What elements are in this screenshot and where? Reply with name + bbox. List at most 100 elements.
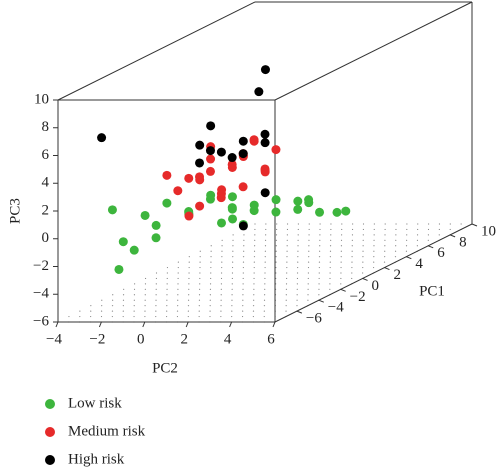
floor-dot xyxy=(231,283,233,285)
floor-dot xyxy=(209,310,211,312)
floor-dot xyxy=(254,245,256,247)
floor-dot xyxy=(177,294,179,296)
x-tick-label: −2 xyxy=(350,289,366,305)
floor-dot xyxy=(188,256,190,258)
floor-dot xyxy=(373,245,375,247)
x-tick xyxy=(449,234,456,238)
floor-dot xyxy=(395,223,397,225)
floor-dot xyxy=(242,277,244,280)
floor-dot xyxy=(264,245,267,247)
point xyxy=(315,207,325,217)
floor-dot xyxy=(252,315,254,318)
floor-dot xyxy=(308,245,310,247)
floor-dot xyxy=(243,239,245,241)
point xyxy=(271,195,281,205)
floor-dot xyxy=(166,310,168,312)
x-tick-label: 2 xyxy=(393,267,401,283)
y-tick xyxy=(185,321,189,328)
floor-dot xyxy=(330,223,332,225)
floor-dot xyxy=(449,223,451,225)
floor-dot xyxy=(286,245,288,247)
floor-dot xyxy=(329,283,331,285)
floor-dot xyxy=(373,239,375,241)
floor-dot xyxy=(177,266,179,269)
floor-dot xyxy=(297,234,299,236)
point xyxy=(129,245,139,255)
floor-dot xyxy=(231,305,233,307)
floor-dot xyxy=(220,288,222,290)
x-tick-label: 0 xyxy=(372,278,380,294)
point xyxy=(271,145,281,155)
floor-dot xyxy=(144,277,147,280)
legend-label: High risk xyxy=(68,451,125,467)
floor-dot xyxy=(405,245,408,247)
point xyxy=(184,173,194,183)
floor-dot xyxy=(254,228,256,231)
floor-dot xyxy=(275,272,277,274)
point xyxy=(217,218,227,228)
floor-dot xyxy=(308,223,310,225)
z-tick-label: 4 xyxy=(42,175,50,191)
floor-dot xyxy=(165,315,168,318)
floor-dot xyxy=(231,266,234,269)
floor-dot xyxy=(285,294,287,296)
floor-dot xyxy=(362,223,365,225)
floor-dot xyxy=(308,256,310,258)
point xyxy=(260,167,270,177)
floor-dot xyxy=(144,310,146,312)
floor-dot xyxy=(166,266,169,269)
floor-dot xyxy=(297,256,299,258)
floor-dot xyxy=(351,266,353,269)
y-tick-label: −4 xyxy=(46,331,62,347)
point xyxy=(238,136,248,146)
floor-dot xyxy=(187,315,189,318)
floor-dot xyxy=(330,239,332,241)
x-tick xyxy=(384,267,390,271)
x-tick-label: 10 xyxy=(481,223,496,239)
floor-dot xyxy=(307,277,309,280)
floor-dot xyxy=(285,305,287,307)
floor-dot xyxy=(438,223,441,225)
floor-dot xyxy=(307,294,309,296)
floor-dot xyxy=(199,277,201,280)
legend-label: Low risk xyxy=(68,395,122,411)
floor-dot xyxy=(341,223,343,225)
floor-dot xyxy=(362,239,364,241)
point xyxy=(293,204,303,214)
floor-dot xyxy=(286,256,288,258)
floor-dot xyxy=(231,315,233,318)
floor-dot xyxy=(341,234,343,236)
floor-dot xyxy=(187,310,189,312)
floor-dot xyxy=(286,234,288,236)
floor-dot xyxy=(341,228,343,231)
x-tick xyxy=(340,288,346,292)
floor-dot xyxy=(296,277,299,280)
floor-dot xyxy=(210,256,212,258)
point xyxy=(332,207,342,217)
point xyxy=(216,193,226,203)
point xyxy=(249,200,259,210)
floor-dot xyxy=(275,234,278,236)
floor-dot xyxy=(188,294,190,296)
floor-dot xyxy=(297,266,299,269)
x-axis-title: PC1 xyxy=(419,283,445,299)
floor-dot xyxy=(362,250,364,252)
floor-dot xyxy=(111,305,114,307)
floor-dot xyxy=(221,266,223,269)
floor-dot xyxy=(198,315,200,318)
floor-dot xyxy=(166,277,168,280)
floor-dot xyxy=(286,239,288,241)
x-tick-label: −6 xyxy=(306,311,322,327)
floor-dot xyxy=(428,223,430,225)
floor-dot xyxy=(297,245,299,247)
floor-dot xyxy=(417,228,419,231)
point xyxy=(151,220,161,230)
floor-dot xyxy=(253,272,255,274)
floor-dot xyxy=(166,305,168,307)
floor-dot xyxy=(351,256,353,258)
floor-dot xyxy=(275,245,277,247)
floor-dot xyxy=(264,250,266,252)
floor-dot xyxy=(297,239,299,241)
floor-dot xyxy=(253,256,256,258)
floor-dot xyxy=(254,223,256,225)
